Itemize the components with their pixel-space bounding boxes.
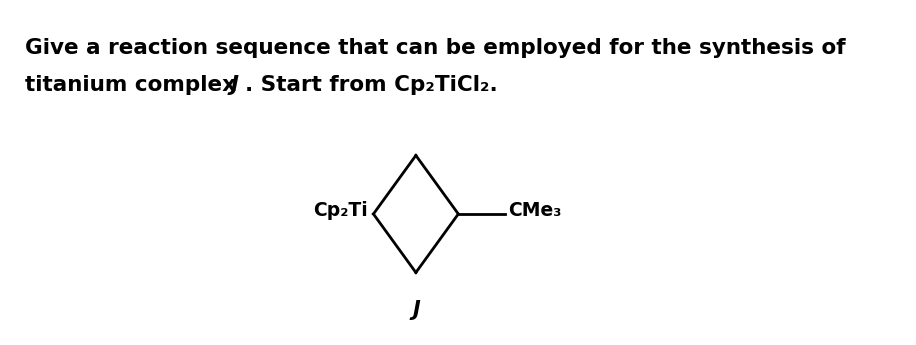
Text: J: J xyxy=(412,300,420,320)
Text: Give a reaction sequence that can be employed for the synthesis of: Give a reaction sequence that can be emp… xyxy=(26,38,846,58)
Text: J: J xyxy=(231,76,239,96)
Text: . Start from Cp₂TiCl₂.: . Start from Cp₂TiCl₂. xyxy=(245,76,498,96)
Text: CMe₃: CMe₃ xyxy=(508,200,562,219)
Text: Cp₂Ti: Cp₂Ti xyxy=(313,200,368,219)
Text: titanium complex: titanium complex xyxy=(26,76,244,96)
